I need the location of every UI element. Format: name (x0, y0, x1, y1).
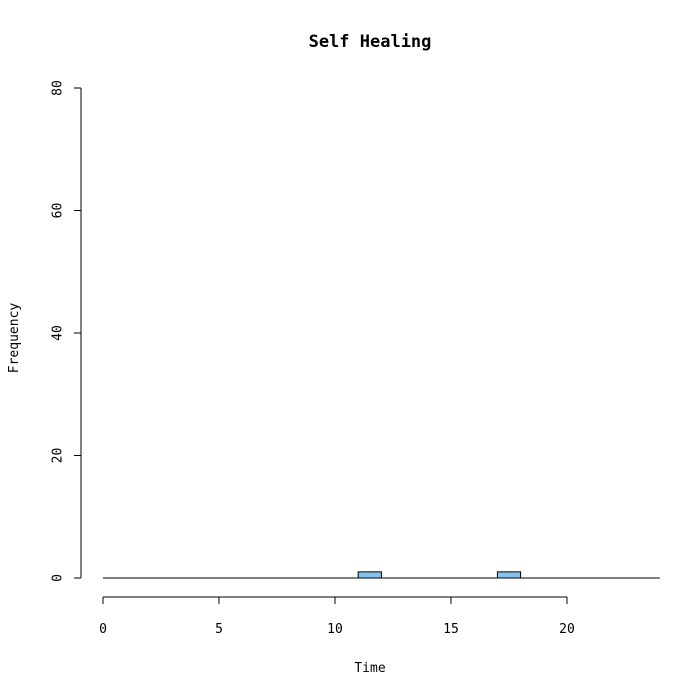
x-tick-label: 5 (215, 622, 223, 637)
x-axis: 0 5 10 15 20 (99, 596, 575, 637)
y-tick-label: 60 (51, 203, 66, 219)
y-axis-label: Frequency (7, 303, 22, 374)
y-tick-label: 80 (51, 80, 66, 96)
x-tick-label: 0 (99, 622, 107, 637)
y-axis: 0 20 40 60 80 (51, 80, 82, 582)
x-tick-label: 10 (327, 622, 343, 637)
chart-title: Self Healing (309, 32, 432, 52)
y-tick-label: 20 (51, 448, 66, 464)
y-tick-label: 0 (51, 574, 66, 582)
x-axis-label: Time (354, 661, 385, 676)
histogram-bars (103, 571, 660, 579)
y-tick-label: 40 (51, 325, 66, 341)
histogram-bar (357, 571, 382, 579)
x-tick-label: 15 (443, 622, 459, 637)
histogram-bar (496, 571, 522, 579)
x-tick-label: 20 (559, 622, 575, 637)
